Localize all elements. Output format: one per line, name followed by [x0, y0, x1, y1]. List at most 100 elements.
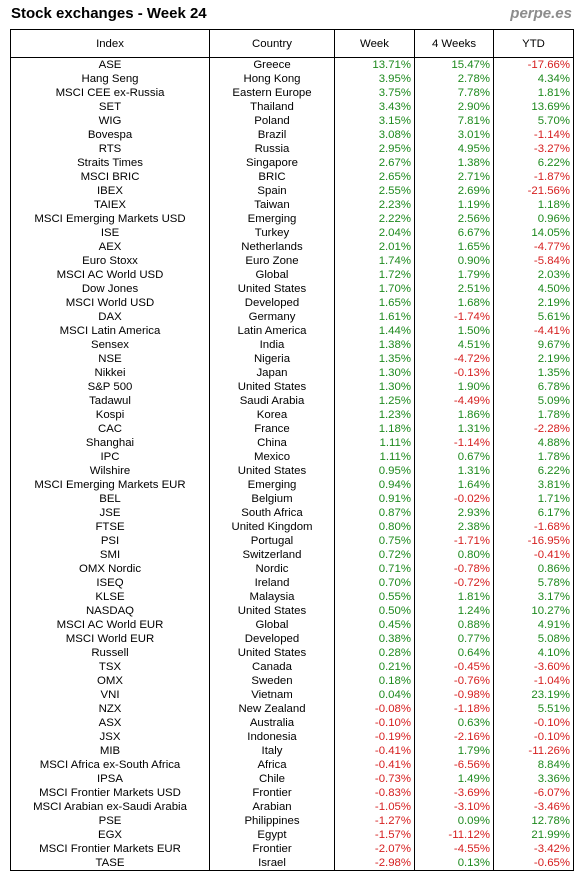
- cell-country: Philippines: [209, 814, 335, 828]
- page-title: Stock exchanges - Week 24: [11, 5, 207, 22]
- cell-country: Israel: [209, 856, 335, 871]
- cell-index: MSCI Frontier Markets USD: [10, 786, 210, 800]
- cell-4-weeks: 1.86%: [414, 408, 494, 422]
- cell-4-weeks: 0.90%: [414, 254, 494, 268]
- cell-index: TSX: [10, 660, 210, 674]
- cell-4-weeks: -1.18%: [414, 702, 494, 716]
- table-row: MSCI Latin America Latin America 1.44% 1.50…: [10, 324, 574, 338]
- cell-country: Turkey: [209, 226, 335, 240]
- cell-index: BEL: [10, 492, 210, 506]
- cell-ytd: -5.84%: [493, 254, 574, 268]
- cell-country: South Africa: [209, 506, 335, 520]
- cell-index: MSCI Africa ex-South Africa: [10, 758, 210, 772]
- cell-week: 0.28%: [334, 646, 415, 660]
- cell-4-weeks: 0.67%: [414, 450, 494, 464]
- cell-ytd: 6.22%: [493, 464, 574, 478]
- cell-ytd: 2.19%: [493, 352, 574, 366]
- table-row: Nikkei Japan 1.30% -0.13% 1.35%: [10, 366, 574, 380]
- cell-week: 0.87%: [334, 506, 415, 520]
- cell-4-weeks: 2.93%: [414, 506, 494, 520]
- cell-ytd: 8.84%: [493, 758, 574, 772]
- cell-ytd: 1.18%: [493, 198, 574, 212]
- cell-ytd: 3.36%: [493, 772, 574, 786]
- cell-index: WIG: [10, 114, 210, 128]
- table-row: TSX Canada 0.21% -0.45% -3.60%: [10, 660, 574, 674]
- cell-country: Russia: [209, 142, 335, 156]
- cell-week: 2.01%: [334, 240, 415, 254]
- cell-week: 2.22%: [334, 212, 415, 226]
- table-row: BEL Belgium 0.91% -0.02% 1.71%: [10, 492, 574, 506]
- cell-4-weeks: -3.10%: [414, 800, 494, 814]
- cell-ytd: -11.26%: [493, 744, 574, 758]
- table-row: KLSE Malaysia 0.55% 1.81% 3.17%: [10, 590, 574, 604]
- cell-index: Russell: [10, 646, 210, 660]
- cell-4-weeks: -6.56%: [414, 758, 494, 772]
- cell-ytd: 6.17%: [493, 506, 574, 520]
- cell-week: 1.35%: [334, 352, 415, 366]
- cell-4-weeks: 0.88%: [414, 618, 494, 632]
- cell-week: 1.30%: [334, 380, 415, 394]
- cell-index: MSCI Emerging Markets USD: [10, 212, 210, 226]
- cell-4-weeks: -1.14%: [414, 436, 494, 450]
- table-row: EGX Egypt -1.57% -11.12% 21.99%: [10, 828, 574, 842]
- cell-index: Hang Seng: [10, 72, 210, 86]
- cell-index: RTS: [10, 142, 210, 156]
- cell-ytd: 10.27%: [493, 604, 574, 618]
- cell-ytd: -3.42%: [493, 842, 574, 856]
- cell-week: 0.71%: [334, 562, 415, 576]
- cell-ytd: -21.56%: [493, 184, 574, 198]
- cell-ytd: -4.41%: [493, 324, 574, 338]
- table-row: TAIEX Taiwan 2.23% 1.19% 1.18%: [10, 198, 574, 212]
- cell-ytd: 0.96%: [493, 212, 574, 226]
- cell-week: 0.70%: [334, 576, 415, 590]
- cell-country: Africa: [209, 758, 335, 772]
- table-row: WIG Poland 3.15% 7.81% 5.70%: [10, 114, 574, 128]
- cell-week: -1.05%: [334, 800, 415, 814]
- cell-week: -0.41%: [334, 758, 415, 772]
- cell-country: Canada: [209, 660, 335, 674]
- cell-4-weeks: 2.56%: [414, 212, 494, 226]
- cell-index: S&P 500: [10, 380, 210, 394]
- cell-country: France: [209, 422, 335, 436]
- cell-week: 1.30%: [334, 366, 415, 380]
- table-row: MIB Italy -0.41% 1.79% -11.26%: [10, 744, 574, 758]
- cell-week: 13.71%: [334, 57, 415, 72]
- table-row: MSCI World USD Developed 1.65% 1.68% 2.19%: [10, 296, 574, 310]
- table-row: Sensex India 1.38% 4.51% 9.67%: [10, 338, 574, 352]
- cell-index: IPC: [10, 450, 210, 464]
- table-row: RTS Russia 2.95% 4.95% -3.27%: [10, 142, 574, 156]
- cell-country: Emerging: [209, 212, 335, 226]
- cell-week: 1.25%: [334, 394, 415, 408]
- cell-index: MSCI AC World EUR: [10, 618, 210, 632]
- table-row: IBEX Spain 2.55% 2.69% -21.56%: [10, 184, 574, 198]
- cell-4-weeks: 1.90%: [414, 380, 494, 394]
- cell-index: Kospi: [10, 408, 210, 422]
- cell-week: 2.67%: [334, 156, 415, 170]
- table-row: FTSE United Kingdom 0.80% 2.38% -1.68%: [10, 520, 574, 534]
- cell-index: Nikkei: [10, 366, 210, 380]
- table-row: MSCI CEE ex-Russia Eastern Europe 3.75% 7.7…: [10, 86, 574, 100]
- table-row: ASE Greece 13.71% 15.47% -17.66%: [10, 57, 574, 72]
- cell-4-weeks: 4.51%: [414, 338, 494, 352]
- cell-index: Dow Jones: [10, 282, 210, 296]
- cell-ytd: 5.08%: [493, 632, 574, 646]
- cell-ytd: 3.17%: [493, 590, 574, 604]
- cell-ytd: 6.78%: [493, 380, 574, 394]
- cell-country: Vietnam: [209, 688, 335, 702]
- cell-ytd: 13.69%: [493, 100, 574, 114]
- cell-ytd: 2.03%: [493, 268, 574, 282]
- table-row: Hang Seng Hong Kong 3.95% 2.78% 4.34%: [10, 72, 574, 86]
- cell-week: -0.73%: [334, 772, 415, 786]
- cell-4-weeks: 1.79%: [414, 268, 494, 282]
- cell-country: United States: [209, 380, 335, 394]
- cell-4-weeks: 0.09%: [414, 814, 494, 828]
- cell-country: Frontier: [209, 842, 335, 856]
- cell-country: Switzerland: [209, 548, 335, 562]
- cell-week: 3.15%: [334, 114, 415, 128]
- cell-country: Nordic: [209, 562, 335, 576]
- cell-4-weeks: -11.12%: [414, 828, 494, 842]
- cell-week: 0.50%: [334, 604, 415, 618]
- table-row: MSCI Frontier Markets EUR Frontier -2.07% -…: [10, 842, 574, 856]
- cell-4-weeks: 0.64%: [414, 646, 494, 660]
- cell-week: 0.18%: [334, 674, 415, 688]
